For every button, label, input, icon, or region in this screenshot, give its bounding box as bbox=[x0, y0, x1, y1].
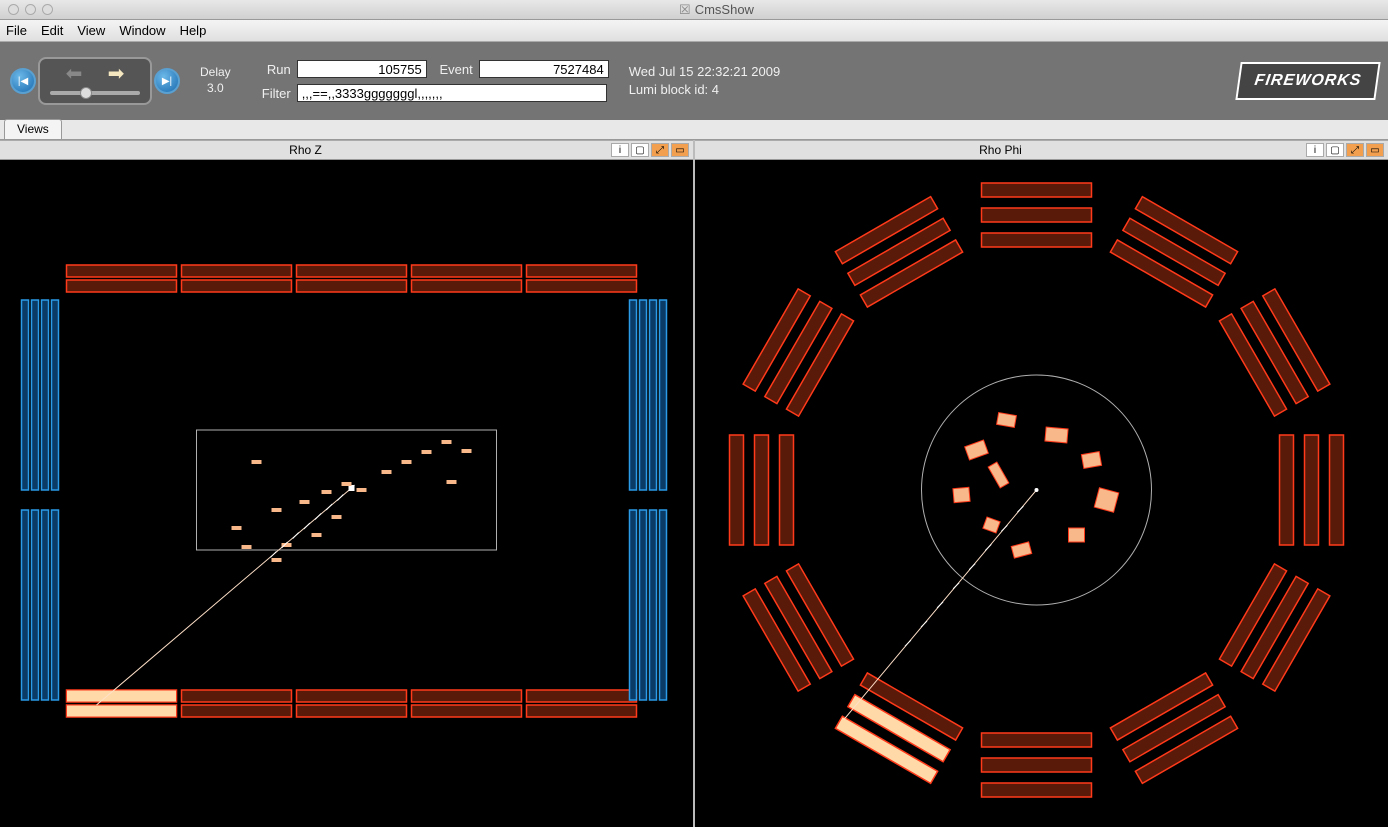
canvas-rhoz[interactable] bbox=[0, 160, 693, 827]
menu-help[interactable]: Help bbox=[180, 23, 207, 38]
menu-window[interactable]: Window bbox=[119, 23, 165, 38]
toolbar: |◀ ⬅ ➡ ▶| Delay 3.0 Run Event Filter Wed bbox=[0, 42, 1388, 120]
window-controls[interactable] bbox=[8, 4, 53, 15]
first-event-button[interactable]: |◀ bbox=[10, 68, 36, 94]
filter-input[interactable] bbox=[297, 84, 607, 102]
close-icon[interactable] bbox=[8, 4, 19, 15]
menu-bar: File Edit View Window Help bbox=[0, 20, 1388, 42]
pane-title: Rho Phi bbox=[695, 143, 1306, 157]
last-event-button[interactable]: ▶| bbox=[154, 68, 180, 94]
zoom-icon[interactable] bbox=[42, 4, 53, 15]
pane-rhophi: Rho Phi i ▢ ⤢ ▭ bbox=[695, 140, 1388, 827]
info-icon[interactable]: i bbox=[611, 143, 629, 157]
pane-rhoz: Rho Z i ▢ ⤢ ▭ bbox=[0, 140, 693, 827]
delay-readout: Delay 3.0 bbox=[200, 65, 231, 96]
menu-file[interactable]: File bbox=[6, 23, 27, 38]
expand-icon[interactable]: ⤢ bbox=[1346, 143, 1364, 157]
event-info: Wed Jul 15 22:32:21 2009 Lumi block id: … bbox=[629, 63, 781, 99]
canvas-rhophi[interactable] bbox=[695, 160, 1388, 827]
dock-icon[interactable]: ▭ bbox=[1366, 143, 1384, 157]
run-input[interactable] bbox=[297, 60, 427, 78]
filter-label: Filter bbox=[251, 86, 291, 101]
event-label: Event bbox=[433, 62, 473, 77]
tab-strip: Views bbox=[0, 120, 1388, 140]
menu-view[interactable]: View bbox=[77, 23, 105, 38]
expand-icon[interactable]: ⤢ bbox=[651, 143, 669, 157]
dock-icon[interactable]: ▭ bbox=[671, 143, 689, 157]
camera-icon[interactable]: ▢ bbox=[631, 143, 649, 157]
pane-header-rhophi: Rho Phi i ▢ ⤢ ▭ bbox=[695, 140, 1388, 160]
slider-knob[interactable] bbox=[80, 87, 92, 99]
speed-slider[interactable] bbox=[50, 91, 140, 95]
camera-icon[interactable]: ▢ bbox=[1326, 143, 1344, 157]
prev-arrow-icon[interactable]: ⬅ bbox=[56, 63, 92, 83]
window-title: ☒CmsShow bbox=[53, 2, 1380, 18]
pane-title: Rho Z bbox=[0, 143, 611, 157]
lumi-block: Lumi block id: 4 bbox=[629, 81, 781, 99]
event-input[interactable] bbox=[479, 60, 609, 78]
play-panel: ⬅ ➡ bbox=[38, 57, 152, 105]
fireworks-logo: FIREWORKS bbox=[1235, 62, 1380, 100]
next-arrow-icon[interactable]: ➡ bbox=[98, 63, 134, 83]
timestamp: Wed Jul 15 22:32:21 2009 bbox=[629, 63, 781, 81]
minimize-icon[interactable] bbox=[25, 4, 36, 15]
pane-header-rhoz: Rho Z i ▢ ⤢ ▭ bbox=[0, 140, 693, 160]
menu-edit[interactable]: Edit bbox=[41, 23, 63, 38]
info-icon[interactable]: i bbox=[1306, 143, 1324, 157]
mac-titlebar: ☒CmsShow bbox=[0, 0, 1388, 20]
view-area: Rho Z i ▢ ⤢ ▭ Rho Phi i ▢ ⤢ ▭ bbox=[0, 140, 1388, 827]
run-event-fields: Run Event Filter bbox=[251, 60, 609, 102]
tab-views[interactable]: Views bbox=[4, 119, 62, 139]
nav-group: |◀ ⬅ ➡ ▶| bbox=[10, 57, 180, 105]
run-label: Run bbox=[251, 62, 291, 77]
